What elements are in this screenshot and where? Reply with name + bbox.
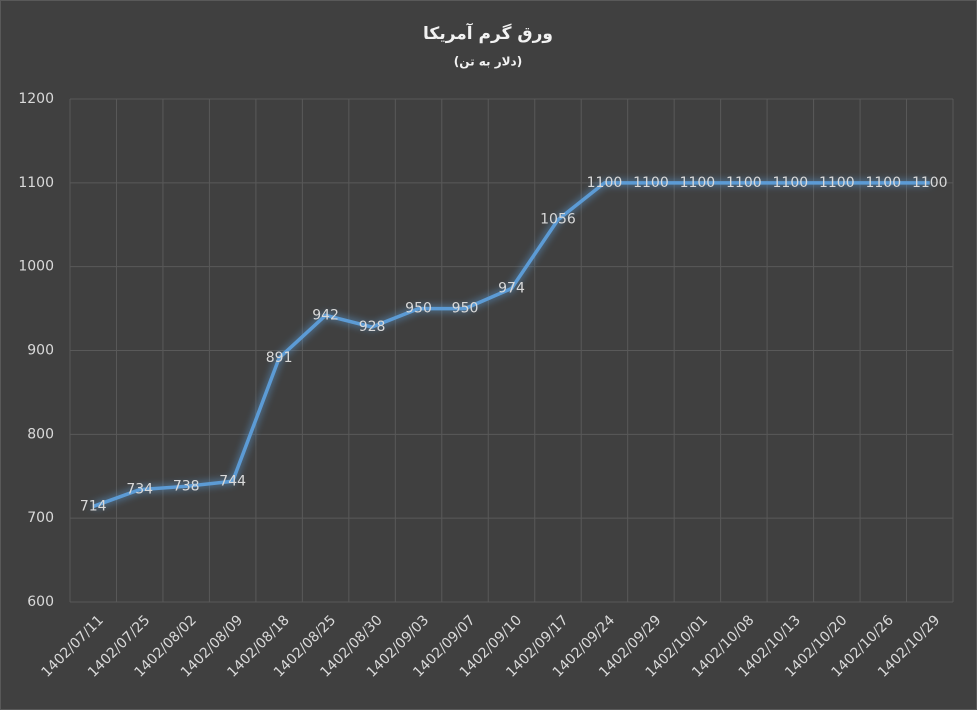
series-line <box>92 181 930 509</box>
data-label: 950 <box>452 301 479 317</box>
data-label: 1100 <box>865 175 901 191</box>
data-label: 1100 <box>912 175 948 191</box>
data-label: 714 <box>80 498 107 514</box>
data-label: 942 <box>312 307 339 323</box>
data-label: 1100 <box>819 175 855 191</box>
data-label: 734 <box>126 482 153 498</box>
data-label: 974 <box>498 280 525 296</box>
y-tick-label: 800 <box>27 426 54 442</box>
y-tick-label: 1000 <box>18 259 54 275</box>
chart-subtitle: (دلار به تن) <box>454 55 522 69</box>
y-tick-label: 900 <box>27 343 54 359</box>
data-label: 1100 <box>773 175 809 191</box>
data-label: 950 <box>405 301 432 317</box>
data-label: 891 <box>266 350 293 366</box>
y-tick-label: 600 <box>27 594 54 610</box>
data-label: 1100 <box>587 175 623 191</box>
data-label: 1100 <box>633 175 669 191</box>
y-tick-label: 700 <box>27 510 54 526</box>
data-label: 744 <box>219 473 246 489</box>
chart-title: ورق گرم آمریکا <box>423 22 553 44</box>
y-tick-label: 1200 <box>18 91 54 107</box>
y-tick-label: 1100 <box>18 175 54 191</box>
data-label: 1100 <box>680 175 716 191</box>
data-label: 738 <box>173 478 200 494</box>
data-label: 1100 <box>726 175 762 191</box>
data-label: 1056 <box>540 212 576 228</box>
data-label: 928 <box>359 319 386 335</box>
